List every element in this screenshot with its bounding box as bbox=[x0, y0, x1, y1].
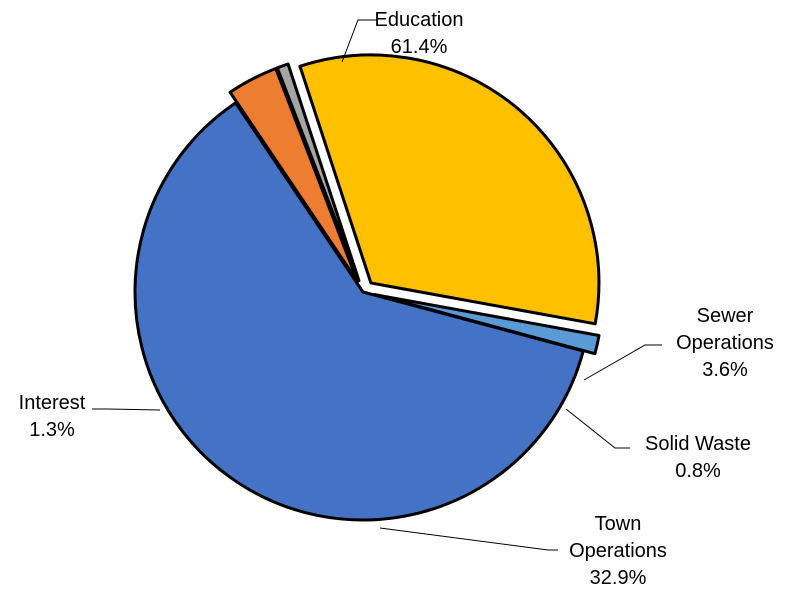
data-label-sewer-operations-line-2: Operations bbox=[676, 332, 774, 354]
data-label-interest: Interest 1.3% bbox=[19, 392, 86, 441]
pie-slice-solid-waste bbox=[275, 62, 361, 283]
data-label-sewer-operations-line-3: 3.6% bbox=[702, 359, 748, 381]
leader-line-education bbox=[341, 19, 378, 63]
data-label-sewer-operations: Sewer Operations 3.6% bbox=[676, 305, 774, 381]
data-label-interest-line-2: 1.3% bbox=[29, 419, 75, 441]
leader-line-town-operations bbox=[379, 527, 558, 551]
pie-slice-sewer-operations bbox=[228, 66, 359, 283]
data-label-solid-waste-line-2: 0.8% bbox=[675, 460, 721, 482]
data-label-education-line-2: 61.4% bbox=[391, 36, 448, 58]
data-label-town-operations-line-1: Town bbox=[595, 513, 642, 535]
data-label-town-operations-line-3: 32.9% bbox=[590, 567, 647, 589]
labels-layer: Education 61.4% Sewer Operations 3.6% Solid W… bbox=[19, 9, 774, 589]
pie-slice-town-operations bbox=[298, 53, 601, 326]
slices-layer bbox=[133, 53, 601, 522]
leader-line-sewer-operations bbox=[583, 344, 662, 381]
data-label-education: Education 61.4% bbox=[375, 9, 464, 58]
data-label-town-operations-line-2: Operations bbox=[569, 540, 667, 562]
data-label-town-operations: Town Operations 32.9% bbox=[569, 513, 667, 589]
data-label-sewer-operations-line-1: Sewer bbox=[697, 305, 754, 327]
data-label-interest-line-1: Interest bbox=[19, 392, 86, 414]
pie-slice-interest bbox=[373, 293, 601, 356]
pie-slice-education bbox=[133, 101, 585, 522]
data-label-education-line-1: Education bbox=[375, 9, 464, 31]
leader-line-solid-waste bbox=[565, 408, 630, 449]
leader-line-interest bbox=[92, 408, 161, 411]
leader-lines-layer bbox=[92, 19, 662, 551]
data-label-solid-waste: Solid Waste 0.8% bbox=[645, 433, 751, 482]
data-label-solid-waste-line-1: Solid Waste bbox=[645, 433, 751, 455]
